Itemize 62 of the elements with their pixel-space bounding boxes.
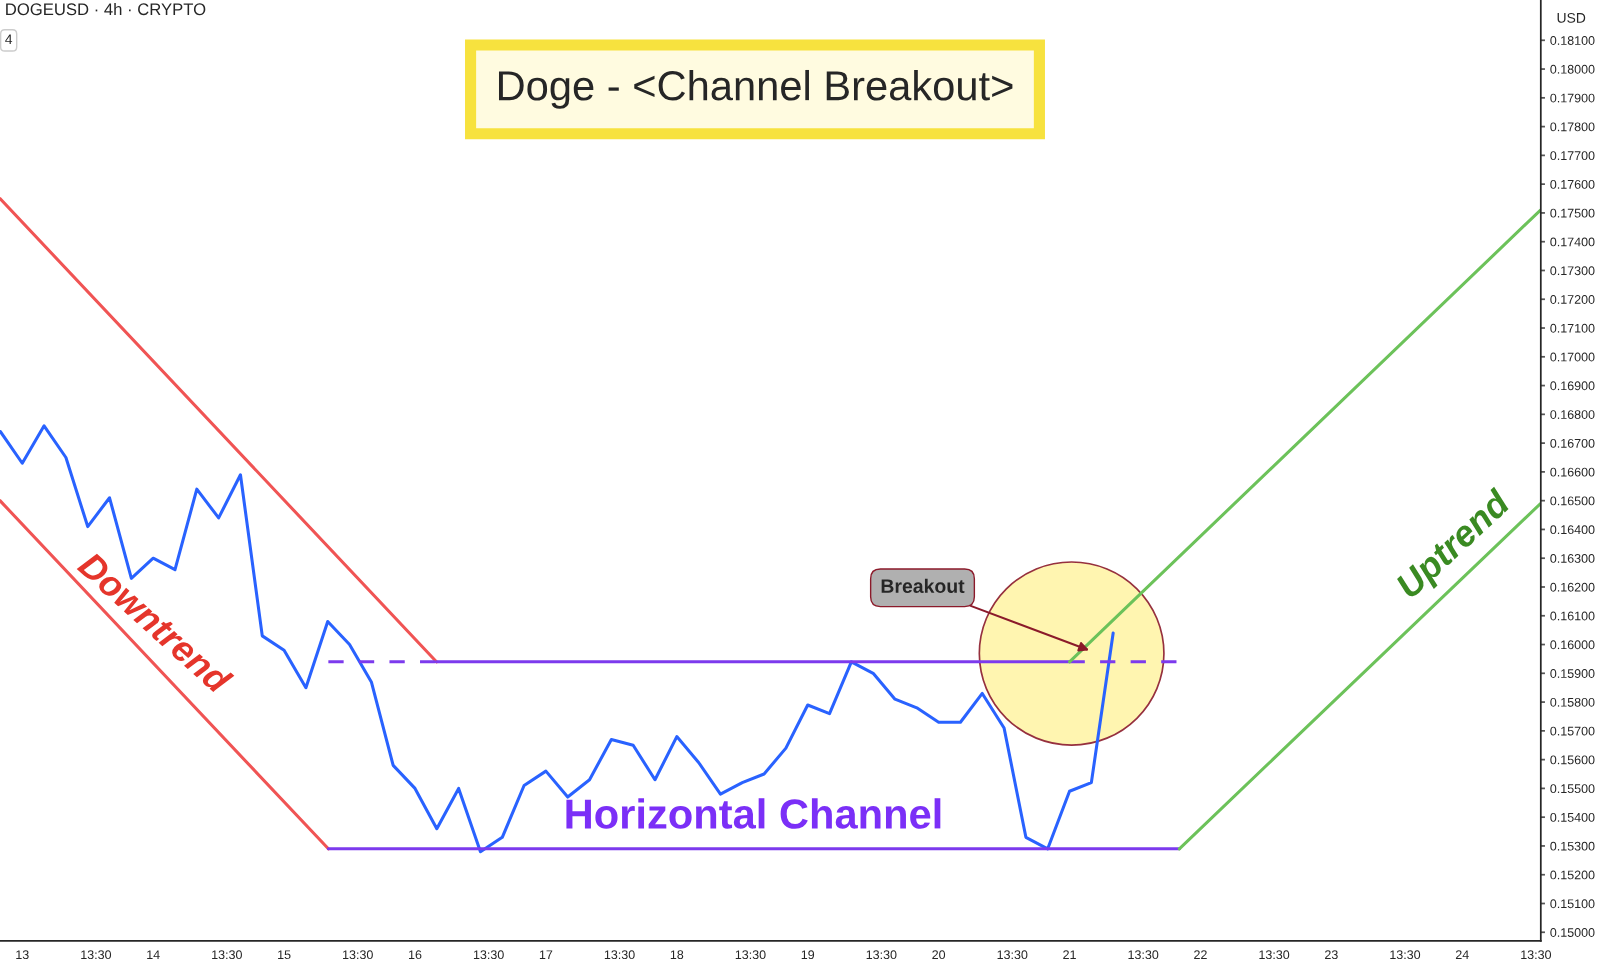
x-tick-label: 13:30 bbox=[604, 950, 635, 960]
y-axis-title: USD bbox=[1557, 12, 1586, 23]
x-tick-label: 17 bbox=[539, 950, 553, 959]
y-tick-label: 0.16200 bbox=[1550, 582, 1595, 592]
y-tick-label: 0.17100 bbox=[1550, 323, 1595, 333]
x-tick-label: 13 bbox=[16, 950, 29, 960]
x-tick-label: 13:30 bbox=[473, 950, 504, 960]
annotation: Horizontal Channel bbox=[566, 798, 941, 829]
annotation: Breakout bbox=[881, 578, 965, 594]
y-tick-label: 0.15000 bbox=[1550, 928, 1595, 937]
y-tick-label: 0.17900 bbox=[1550, 93, 1595, 103]
x-tick-label: 24 bbox=[1455, 950, 1469, 959]
x-tick-label: 23 bbox=[1325, 950, 1338, 960]
y-tick-label: 0.15300 bbox=[1550, 841, 1595, 851]
y-tick-label: 0.16600 bbox=[1550, 467, 1595, 477]
y-tick-label: 0.15700 bbox=[1550, 726, 1595, 736]
x-tick-label: 13:30 bbox=[1259, 950, 1290, 960]
y-tick-label: 0.17600 bbox=[1550, 179, 1595, 189]
y-tick-label: 0.18000 bbox=[1550, 64, 1595, 74]
x-tick-label: 13:30 bbox=[866, 950, 897, 960]
x-tick-label: 15 bbox=[278, 950, 291, 960]
x-tick-label: 18 bbox=[670, 950, 684, 960]
y-tick-label: 0.17200 bbox=[1550, 295, 1595, 304]
y-tick-label: 0.15200 bbox=[1550, 870, 1595, 880]
y-tick-label: 0.16000 bbox=[1550, 640, 1595, 650]
y-tick-label: 0.16400 bbox=[1550, 525, 1595, 535]
y-tick-label: 0.17400 bbox=[1550, 237, 1595, 247]
y-tick-label: 0.15900 bbox=[1550, 669, 1595, 678]
y-tick-label: 0.16900 bbox=[1550, 381, 1595, 391]
y-tick-label: 0.15400 bbox=[1550, 812, 1595, 822]
x-tick-label: 13:30 bbox=[212, 950, 242, 960]
y-tick-label: 0.15600 bbox=[1550, 755, 1595, 765]
x-tick-label: 16 bbox=[409, 950, 422, 960]
y-tick-label: 0.16100 bbox=[1550, 611, 1595, 621]
y-tick-label: 0.17800 bbox=[1550, 122, 1595, 132]
annotation: 4 bbox=[5, 34, 13, 45]
x-tick-label: 14 bbox=[147, 950, 160, 959]
y-tick-label: 0.15800 bbox=[1550, 697, 1595, 707]
y-tick-label: 0.16700 bbox=[1550, 438, 1595, 448]
y-tick-label: 0.15500 bbox=[1550, 784, 1595, 794]
y-tick-label: 0.17500 bbox=[1550, 208, 1595, 218]
y-tick-label: 0.16800 bbox=[1550, 410, 1595, 419]
x-tick-label: 13:30 bbox=[1521, 950, 1552, 960]
x-tick-label: 13:30 bbox=[1128, 950, 1159, 960]
x-tick-label: 13:30 bbox=[1390, 950, 1421, 960]
x-tick-label: 22 bbox=[1194, 950, 1207, 959]
annotation: DOGEUSD · 4h · CRYPTO bbox=[6, 2, 206, 16]
text: Doge - <Channel Breakout> bbox=[498, 69, 1013, 109]
x-tick-label: 13:30 bbox=[997, 950, 1028, 960]
y-tick-label: 0.15100 bbox=[1550, 899, 1595, 909]
x-tick-label: 13:30 bbox=[735, 950, 766, 960]
y-tick-label: 0.17300 bbox=[1550, 266, 1595, 276]
x-tick-label: 13:30 bbox=[81, 950, 112, 960]
x-tick-label: 19 bbox=[801, 950, 815, 960]
x-tick-label: 21 bbox=[1063, 950, 1076, 959]
y-tick-label: 0.17700 bbox=[1550, 151, 1595, 161]
y-tick-label: 0.16500 bbox=[1550, 496, 1595, 506]
y-tick-label: 0.16300 bbox=[1550, 554, 1595, 563]
x-tick-label: 13:30 bbox=[343, 950, 373, 960]
y-tick-label: 0.17000 bbox=[1550, 352, 1595, 362]
y-tick-label: 0.18100 bbox=[1550, 36, 1595, 45]
x-tick-label: 20 bbox=[932, 950, 946, 960]
